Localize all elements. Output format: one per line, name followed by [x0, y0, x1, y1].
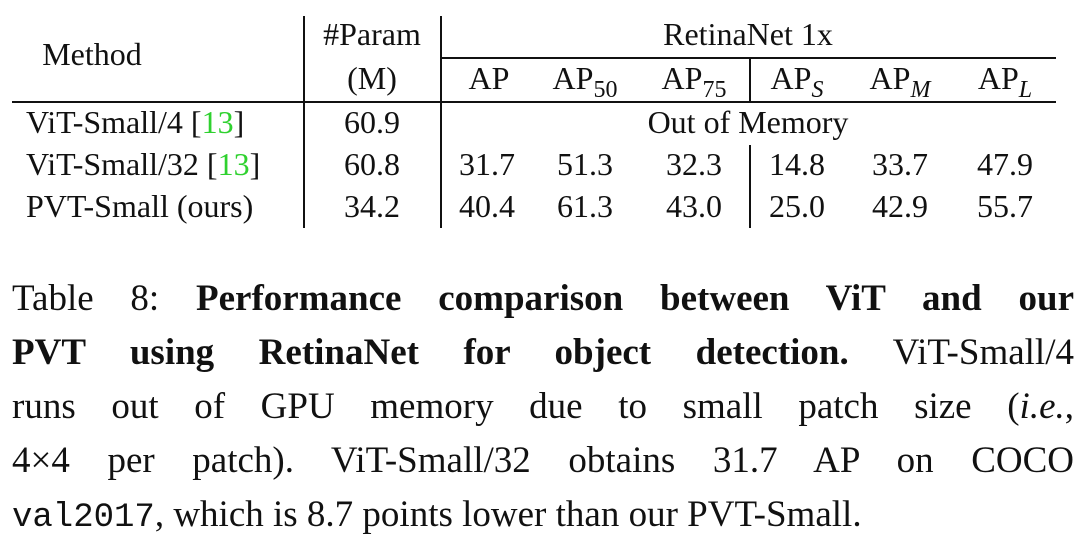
- row-pvt-small-ap: 40.4: [459, 188, 515, 224]
- row-vit-small-32-apm: 33.7: [872, 146, 928, 182]
- caption-line-5: val2017, which is 8.7 points lower than …: [12, 494, 862, 537]
- row-pvt-small-apm: 42.9: [872, 188, 928, 224]
- header-param-line2: (M): [347, 60, 397, 96]
- header-retinanet-group: RetinaNet 1x: [663, 16, 833, 52]
- results-table: Method #Param (M) RetinaNet 1x AP AP50 A…: [0, 0, 1084, 240]
- row-pvt-small-ap75: 43.0: [666, 188, 722, 224]
- header-param-line1: #Param: [323, 16, 421, 52]
- row-vit-small-4-param: 60.9: [344, 104, 400, 140]
- caption-dataset-name: val2017: [12, 499, 155, 537]
- row-vit-small-32-apl: 47.9: [977, 146, 1033, 182]
- row-pvt-small-param: 34.2: [344, 188, 400, 224]
- table-rule-ap-sep-body: [749, 145, 751, 228]
- citation-link[interactable]: 13: [217, 146, 250, 182]
- caption-line-3: runs out of GPU memory due to small patc…: [12, 386, 1074, 427]
- row-pvt-small-apl: 55.7: [977, 188, 1033, 224]
- header-aps: APS: [770, 60, 824, 103]
- header-apl: APL: [977, 60, 1033, 103]
- table-rule-group: [440, 57, 1056, 59]
- row-vit-small-4-note: Out of Memory: [647, 104, 849, 140]
- table-rule-method-sep: [303, 16, 305, 228]
- row-pvt-small-method: PVT-Small (ours): [26, 188, 254, 224]
- header-apm: APM: [869, 60, 931, 103]
- header-method: Method: [42, 36, 142, 72]
- table-rule-param-sep: [440, 16, 442, 228]
- caption-label: Table 8:: [12, 278, 197, 319]
- caption-line-2: PVT using RetinaNet for object detection…: [12, 332, 1074, 373]
- caption-bold-2: PVT using RetinaNet for object detection…: [12, 332, 849, 373]
- row-vit-small-4-method: ViT-Small/4 [13]: [26, 104, 245, 140]
- row-vit-small-32-ap: 31.7: [459, 146, 515, 182]
- table-rule-header: [12, 101, 1056, 103]
- row-pvt-small-ap50: 61.3: [557, 188, 613, 224]
- row-vit-small-32-aps: 14.8: [769, 146, 825, 182]
- table-rule-ap-sep-header: [749, 59, 751, 101]
- caption-italic: i.e.: [1019, 386, 1065, 427]
- caption-line-4: 4×4 per patch). ViT-Small/32 obtains 31.…: [12, 440, 1074, 481]
- header-ap: AP: [468, 60, 510, 96]
- row-pvt-small-aps: 25.0: [769, 188, 825, 224]
- caption-bold-1: Performance comparison between ViT and o…: [196, 278, 1074, 319]
- caption-line-1: Table 8: Performance comparison between …: [12, 272, 1074, 326]
- row-vit-small-32-param: 60.8: [344, 146, 400, 182]
- header-ap75: AP75: [661, 60, 727, 103]
- row-vit-small-32-method: ViT-Small/32 [13]: [26, 146, 261, 182]
- row-vit-small-32-ap50: 51.3: [557, 146, 613, 182]
- row-vit-small-32-ap75: 32.3: [666, 146, 722, 182]
- table-caption: Table 8: Performance comparison between …: [12, 272, 1074, 545]
- header-ap50: AP50: [552, 60, 618, 103]
- citation-link[interactable]: 13: [201, 104, 234, 140]
